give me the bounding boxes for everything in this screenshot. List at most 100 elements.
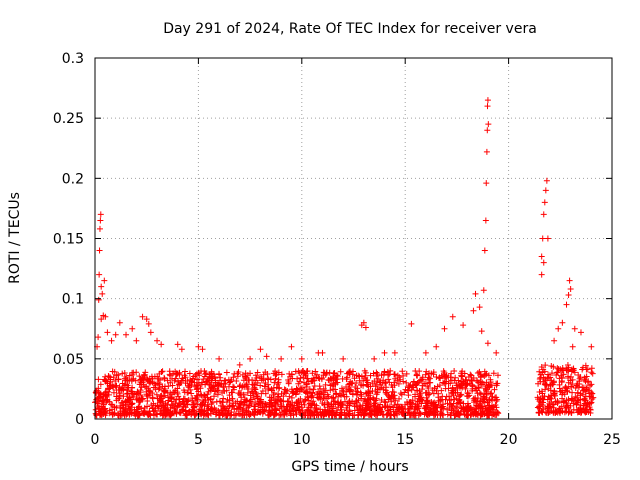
data-point (436, 374, 443, 381)
data-point (369, 388, 376, 395)
data-point (324, 399, 331, 406)
data-point (306, 409, 313, 416)
data-point (538, 271, 545, 278)
data-point (362, 369, 369, 376)
data-point (117, 410, 124, 417)
data-point (205, 412, 212, 419)
data-point (567, 286, 574, 293)
data-point (419, 386, 426, 393)
data-point (449, 313, 456, 320)
data-point (162, 402, 169, 409)
data-point (374, 371, 381, 378)
data-point (544, 375, 551, 382)
data-point (299, 409, 306, 416)
data-point (129, 369, 136, 376)
y-tick-label: 0 (75, 412, 84, 428)
data-point (360, 412, 367, 419)
data-point (408, 320, 415, 327)
data-point (231, 370, 238, 377)
data-point (96, 225, 103, 232)
data-point (191, 412, 198, 419)
data-point (208, 368, 215, 375)
data-point (160, 387, 167, 394)
data-point (338, 400, 345, 407)
data-point (182, 368, 189, 375)
data-point (456, 412, 463, 419)
data-point (168, 410, 175, 417)
data-point (92, 406, 99, 413)
data-point (102, 377, 109, 384)
data-point (139, 313, 146, 320)
data-point (320, 369, 327, 376)
data-point (181, 389, 188, 396)
x-axis-label: GPS time / hours (291, 459, 408, 475)
data-point (316, 375, 323, 382)
data-point (104, 329, 111, 336)
data-point (552, 409, 559, 416)
data-point (192, 371, 199, 378)
data-point (568, 397, 575, 404)
data-point (540, 396, 547, 403)
data-point (551, 388, 558, 395)
data-point (302, 412, 309, 419)
data-point (262, 380, 269, 387)
data-point (189, 395, 196, 402)
data-point (562, 384, 569, 391)
data-point (98, 316, 105, 323)
data-point (360, 382, 367, 389)
data-point (105, 391, 112, 398)
data-point (466, 380, 473, 387)
data-point (417, 377, 424, 384)
data-point (387, 367, 394, 374)
data-point (413, 371, 420, 378)
data-point (190, 399, 197, 406)
data-point (492, 409, 499, 416)
data-point (284, 406, 291, 413)
data-point (174, 341, 181, 348)
data-point (309, 377, 316, 384)
data-point (569, 343, 576, 350)
data-point (381, 404, 388, 411)
data-point (95, 376, 102, 383)
data-point (195, 343, 202, 350)
data-point (563, 367, 570, 374)
data-point (253, 390, 260, 397)
data-point (328, 401, 335, 408)
data-point (119, 370, 126, 377)
data-point (412, 391, 419, 398)
data-point (484, 340, 491, 347)
data-point (436, 374, 443, 381)
data-point (401, 389, 408, 396)
data-point (385, 392, 392, 399)
data-point (540, 374, 547, 381)
data-point (536, 403, 543, 410)
data-point (436, 382, 443, 389)
data-point (173, 409, 180, 416)
data-point (96, 271, 103, 278)
x-tick-label: 15 (396, 432, 414, 448)
data-point (551, 392, 558, 399)
data-point (356, 377, 363, 384)
data-point (159, 368, 166, 375)
data-point (271, 411, 278, 418)
data-point (477, 372, 484, 379)
y-tick-label: 0.1 (62, 292, 84, 308)
data-point (176, 396, 183, 403)
data-point (211, 393, 218, 400)
data-point (234, 373, 241, 380)
data-point (364, 377, 371, 384)
data-point (165, 407, 172, 414)
data-point (175, 381, 182, 388)
data-point (136, 373, 143, 380)
data-point (169, 401, 176, 408)
data-point (247, 355, 254, 362)
data-point (287, 401, 294, 408)
data-point (577, 402, 584, 409)
data-point (286, 370, 293, 377)
data-point (570, 400, 577, 407)
data-point (381, 369, 388, 376)
data-point (435, 390, 442, 397)
data-point (122, 401, 129, 408)
data-point (371, 355, 378, 362)
data-point (441, 325, 448, 332)
